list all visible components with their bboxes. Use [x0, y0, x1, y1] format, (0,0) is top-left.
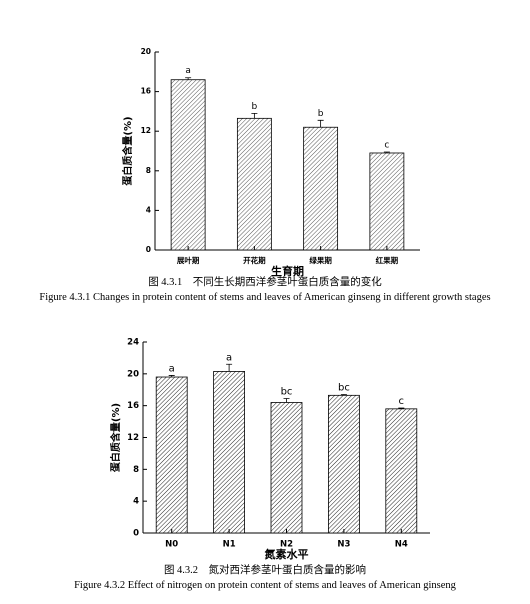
- x-tick-label: N2: [280, 540, 293, 550]
- error-bar: [383, 151, 390, 153]
- y-tick-label: 12: [141, 126, 151, 135]
- x-axis-label: 氮素水平: [265, 547, 309, 561]
- significance-label: b: [252, 102, 258, 112]
- bar: [270, 402, 303, 534]
- y-axis-label: 蛋白质含量(%): [121, 116, 134, 185]
- x-axis-label: 生育期: [271, 264, 304, 278]
- x-tick-label: 展叶期: [176, 255, 200, 265]
- y-tick-label: 20: [141, 47, 151, 56]
- significance-label: bc: [338, 383, 350, 394]
- y-tick-label: 0: [133, 529, 139, 539]
- caption-cn: 图 4.3.2 氮对西洋参茎叶蛋白质含量的影响: [163, 565, 367, 576]
- caption-cn: 图 4.3.1 不同生长期西洋参茎叶蛋白质含量的变化: [148, 277, 382, 288]
- y-tick-label: 8: [133, 465, 139, 475]
- bar: [369, 152, 405, 251]
- x-tick-label: 开花期: [243, 255, 266, 265]
- y-tick-label: 24: [127, 338, 139, 348]
- error-bar: [340, 394, 347, 396]
- significance-label: bc: [281, 387, 293, 398]
- y-tick-label: 8: [146, 166, 151, 175]
- y-tick-label: 4: [133, 497, 139, 507]
- y-axis-label: 蛋白质含量(%): [109, 403, 122, 472]
- error-bar: [185, 77, 192, 80]
- error-bar: [226, 363, 233, 372]
- caption-en: Figure 4.3.2 Effect of nitrogen on prote…: [74, 580, 456, 591]
- bar: [303, 126, 339, 251]
- y-tick-label: 16: [141, 87, 151, 96]
- significance-label: a: [185, 66, 191, 76]
- x-tick-label: N0: [165, 540, 178, 550]
- x-tick-label: N3: [337, 540, 350, 550]
- significance-label: c: [399, 396, 405, 407]
- y-tick-label: 0: [146, 245, 151, 254]
- y-tick-label: 4: [146, 205, 151, 214]
- error-bar: [317, 119, 324, 128]
- error-bar: [283, 398, 290, 403]
- x-tick-label: 红果期: [376, 255, 399, 265]
- y-tick-label: 12: [127, 433, 139, 443]
- bar: [385, 408, 418, 534]
- significance-label: b: [318, 109, 324, 119]
- x-tick-label: 绿果期: [309, 255, 332, 265]
- significance-label: c: [384, 140, 389, 150]
- significance-label: a: [226, 352, 232, 363]
- error-bar: [251, 112, 258, 119]
- y-tick-label: 16: [127, 401, 139, 411]
- bar: [170, 79, 206, 251]
- significance-label: a: [169, 363, 175, 374]
- x-tick-label: N1: [223, 540, 236, 550]
- bar: [213, 371, 246, 534]
- x-tick-label: N4: [395, 540, 408, 550]
- bar: [155, 376, 188, 534]
- bar: [327, 394, 360, 534]
- error-bar: [398, 407, 405, 409]
- bar: [236, 117, 272, 251]
- caption-en: Figure 4.3.1 Changes in protein content …: [39, 292, 491, 303]
- y-tick-label: 20: [127, 369, 139, 379]
- error-bar: [168, 375, 175, 378]
